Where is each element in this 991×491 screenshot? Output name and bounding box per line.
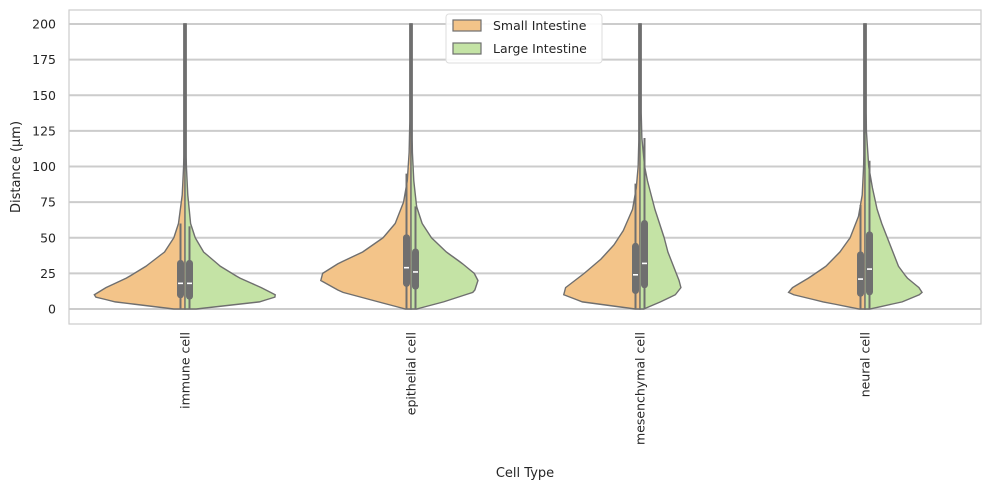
legend-label-small-intestine: Small Intestine bbox=[493, 18, 587, 33]
y-axis-label: Distance (µm) bbox=[9, 121, 24, 213]
violin-small-immune-cell bbox=[93, 23, 186, 310]
x-tick-mesenchymal-cell: mesenchymal cell bbox=[633, 332, 648, 445]
violin-small-mesenchymal-cell bbox=[562, 23, 641, 310]
y-tick-100: 100 bbox=[32, 159, 56, 174]
legend-swatch-large-intestine bbox=[452, 42, 482, 55]
legend: Small Intestine Large Intestine bbox=[445, 13, 603, 64]
x-tick-epithelial-cell: epithelial cell bbox=[404, 332, 419, 415]
y-tick-150: 150 bbox=[32, 88, 56, 103]
legend-label-large-intestine: Large Intestine bbox=[493, 41, 587, 56]
y-tick-25: 25 bbox=[40, 266, 56, 281]
y-tick-200: 200 bbox=[32, 17, 56, 32]
y-tick-125: 125 bbox=[32, 123, 56, 138]
x-axis-label: Cell Type bbox=[496, 466, 554, 481]
x-tick-neural-cell: neural cell bbox=[858, 332, 873, 397]
y-tick-0: 0 bbox=[48, 302, 56, 317]
violins bbox=[93, 23, 923, 310]
x-tick-immune-cell: immune cell bbox=[178, 332, 193, 409]
legend-box bbox=[445, 13, 603, 64]
y-tick-labels: 0 25 50 75 100 125 150 175 200 bbox=[32, 17, 56, 317]
legend-swatch-small-intestine bbox=[452, 19, 482, 32]
violin-large-immune-cell bbox=[184, 23, 276, 310]
x-tick-labels: immune cell epithelial cell mesenchymal ce… bbox=[178, 332, 873, 445]
violin-large-epithelial-cell bbox=[410, 23, 479, 310]
y-tick-50: 50 bbox=[40, 230, 56, 245]
violin-small-epithelial-cell bbox=[319, 23, 412, 310]
y-tick-75: 75 bbox=[40, 195, 56, 210]
y-tick-175: 175 bbox=[32, 52, 56, 67]
